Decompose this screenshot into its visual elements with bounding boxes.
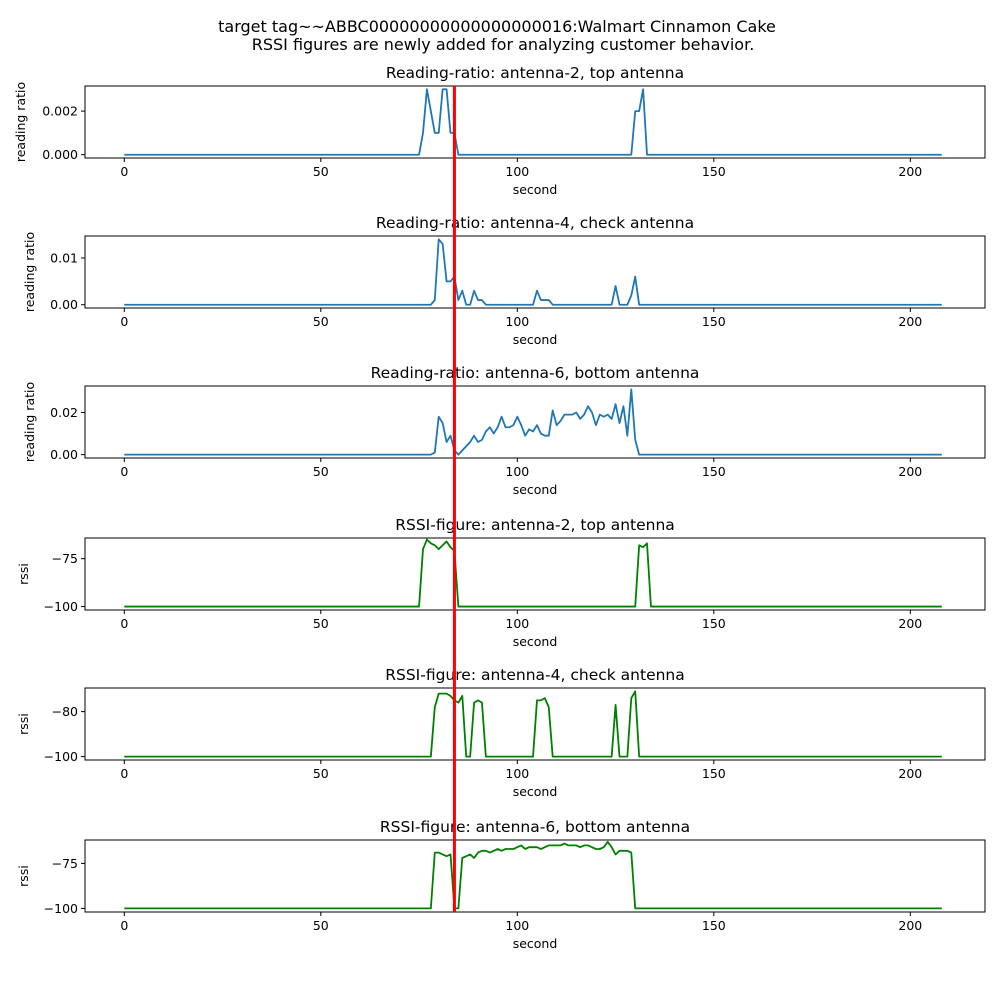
x-axis-label: second bbox=[513, 332, 558, 347]
subplot-title: RSSI-figure: antenna-6, bottom antenna bbox=[380, 818, 690, 836]
series-line bbox=[124, 538, 942, 608]
x-tick-label: 50 bbox=[313, 464, 329, 479]
x-tick-label: 150 bbox=[702, 314, 726, 329]
x-tick-label: 50 bbox=[313, 314, 329, 329]
x-axis-label: second bbox=[513, 482, 558, 497]
y-tick-label: 0.002 bbox=[42, 104, 78, 119]
plot-frame bbox=[84, 385, 986, 459]
figure-title-line-1: target tag~~ABBC00000000000000000016:Wal… bbox=[218, 17, 776, 36]
plot-frame bbox=[84, 839, 986, 913]
subplot-6: RSSI-figure: antenna-6, bottom antenna 0 5… bbox=[16, 818, 986, 951]
series-line bbox=[124, 88, 942, 156]
x-tick-label: 200 bbox=[898, 314, 922, 329]
x-tick-label: 0 bbox=[120, 314, 128, 329]
x-tick-label: 150 bbox=[702, 766, 726, 781]
x-tick-label: 50 bbox=[313, 164, 329, 179]
subplot-title: RSSI-figure: antenna-2, top antenna bbox=[395, 516, 675, 534]
x-axis-label: second bbox=[513, 784, 558, 799]
y-tick-label: −75 bbox=[52, 551, 78, 566]
x-tick-label: 100 bbox=[505, 918, 529, 933]
subplot-5: RSSI-figure: antenna-4, check antenna 0 50… bbox=[16, 666, 986, 799]
series-line bbox=[124, 238, 942, 306]
x-tick-label: 50 bbox=[313, 616, 329, 631]
x-tick-label: 200 bbox=[898, 164, 922, 179]
x-tick-label: 150 bbox=[702, 464, 726, 479]
x-tick-label: 200 bbox=[898, 616, 922, 631]
x-tick-label: 0 bbox=[120, 616, 128, 631]
subplot-1: Reading-ratio: antenna-2, top antenna 0 50… bbox=[13, 64, 986, 197]
series-line bbox=[124, 840, 942, 910]
y-tick-label: −100 bbox=[44, 901, 78, 916]
y-tick-label: 0.00 bbox=[50, 297, 78, 312]
x-axis-label: second bbox=[513, 634, 558, 649]
x-tick-label: 150 bbox=[702, 616, 726, 631]
x-tick-label: 150 bbox=[702, 918, 726, 933]
x-tick-label: 100 bbox=[505, 314, 529, 329]
subplot-title: Reading-ratio: antenna-2, top antenna bbox=[386, 64, 684, 82]
subplot-title: Reading-ratio: antenna-6, bottom antenna bbox=[371, 364, 700, 382]
y-axis-label: reading ratio bbox=[22, 232, 37, 312]
x-tick-label: 150 bbox=[702, 164, 726, 179]
y-tick-label: 0.02 bbox=[50, 405, 78, 420]
x-tick-label: 0 bbox=[120, 918, 128, 933]
y-axis-label: rssi bbox=[16, 865, 31, 887]
y-tick-label: 0.000 bbox=[42, 147, 78, 162]
x-tick-label: 200 bbox=[898, 464, 922, 479]
x-tick-label: 0 bbox=[120, 464, 128, 479]
figure-title-line-2: RSSI figures are newly added for analyzi… bbox=[252, 35, 755, 54]
x-tick-label: 0 bbox=[120, 766, 128, 781]
x-axis-label: second bbox=[513, 936, 558, 951]
y-tick-label: −100 bbox=[44, 749, 78, 764]
x-tick-label: 200 bbox=[898, 918, 922, 933]
subplot-3: Reading-ratio: antenna-6, bottom antenna… bbox=[22, 364, 986, 497]
x-tick-label: 100 bbox=[505, 464, 529, 479]
y-axis-label: rssi bbox=[16, 563, 31, 585]
x-tick-label: 50 bbox=[313, 766, 329, 781]
y-tick-label: −80 bbox=[52, 704, 78, 719]
subplot-title: RSSI-figure: antenna-4, check antenna bbox=[385, 666, 685, 684]
x-tick-label: 100 bbox=[505, 766, 529, 781]
y-tick-label: 0.01 bbox=[50, 250, 78, 265]
y-axis-label: reading ratio bbox=[22, 382, 37, 462]
y-axis-label: reading ratio bbox=[13, 82, 28, 162]
x-tick-label: 100 bbox=[505, 164, 529, 179]
y-tick-label: 0.00 bbox=[50, 447, 78, 462]
plot-frame bbox=[84, 235, 986, 309]
x-tick-label: 100 bbox=[505, 616, 529, 631]
x-tick-label: 0 bbox=[120, 164, 128, 179]
x-tick-label: 50 bbox=[313, 918, 329, 933]
plot-frame bbox=[84, 537, 986, 611]
y-tick-label: −100 bbox=[44, 599, 78, 614]
x-axis-label: second bbox=[513, 182, 558, 197]
y-axis-label: rssi bbox=[16, 713, 31, 735]
x-tick-label: 200 bbox=[898, 766, 922, 781]
plot-frame bbox=[84, 687, 986, 761]
y-tick-label: −75 bbox=[52, 856, 78, 871]
series-line bbox=[124, 690, 942, 758]
subplot-4: RSSI-figure: antenna-2, top antenna 0 50 10… bbox=[16, 516, 986, 649]
series-line bbox=[124, 388, 942, 456]
plot-frame bbox=[84, 85, 986, 159]
subplot-title: Reading-ratio: antenna-4, check antenna bbox=[376, 214, 694, 232]
